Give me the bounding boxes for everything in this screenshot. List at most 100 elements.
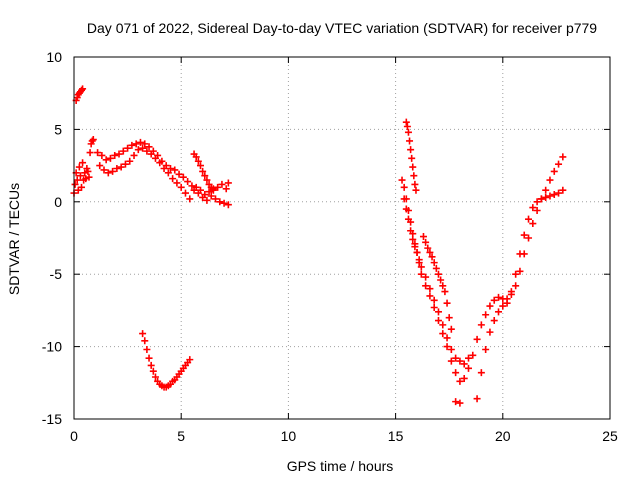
data-point [516,267,524,275]
data-point [422,273,430,281]
y-tick-label: -15 [42,411,62,427]
data-point [188,182,196,190]
x-tick-label: 25 [602,428,618,444]
data-point [542,193,550,201]
data-point [186,195,194,203]
data-point [194,189,202,197]
data-point [443,299,451,307]
y-tick-label: 5 [54,121,62,137]
data-point [434,317,442,325]
data-point [224,201,232,209]
x-tick-label: 0 [70,428,78,444]
data-point [550,191,558,199]
data-point [403,123,411,131]
data-point [407,218,415,226]
data-point [111,151,119,159]
data-point [402,195,410,203]
data-point [179,173,187,181]
data-point [203,176,211,184]
x-tick-label: 15 [388,428,404,444]
data-point [460,360,468,368]
data-point [175,170,183,178]
data-point [419,233,427,241]
data-point [190,186,198,194]
data-point [145,354,153,362]
data-point [139,144,147,152]
data-point [445,314,453,322]
data-point [452,398,460,406]
data-point [443,334,451,342]
x-tick-label: 5 [177,428,185,444]
x-axis-label: GPS time / hours [287,458,394,474]
data-point [104,169,112,177]
data-point [132,140,140,148]
data-point [166,164,174,172]
chart-title: Day 071 of 2022, Sidereal Day-to-day VTE… [87,20,597,36]
data-point [512,270,520,278]
data-point [181,189,189,197]
data-point [452,354,460,362]
series-spike-late [402,118,420,194]
data-point [439,282,447,290]
data-point [402,118,410,126]
data-point [516,250,524,258]
data-point [75,163,83,171]
y-tick-label: -10 [42,339,62,355]
data-point [102,156,110,164]
data-point [555,160,563,168]
data-point [529,220,537,228]
data-point [434,270,442,278]
data-point [398,176,406,184]
data-point [76,172,84,180]
data-point [486,302,494,310]
data-point [486,328,494,336]
data-point [473,335,481,343]
grid [74,57,610,419]
data-point [126,157,134,165]
data-point [156,159,164,167]
data-point [426,285,434,293]
series-cluster-early-b [72,85,87,104]
data-point [184,178,192,186]
data-point [136,138,144,146]
data-point [218,180,226,188]
data-point [177,183,185,191]
data-point [169,175,177,183]
data-point [546,176,554,184]
data-point [96,162,104,170]
data-point [546,192,554,200]
data-point [408,154,416,162]
data-point [212,195,220,203]
data-point [117,163,125,171]
data-point [412,186,420,194]
data-point [410,172,418,180]
data-point [460,374,468,382]
data-point [477,321,485,329]
data-point [533,206,541,214]
data-point [404,128,412,136]
data-point [106,154,114,162]
data-point [203,196,211,204]
data-point [79,159,87,167]
data-point [542,186,550,194]
data-point [520,231,528,239]
series-arc-early-upper [94,138,232,199]
data-point [94,149,102,157]
x-tick-label: 20 [495,428,511,444]
data-point [214,183,222,191]
data-point [207,192,215,200]
data-point [430,304,438,312]
data-point [426,292,434,300]
data-point [141,337,149,345]
data-point [437,276,445,284]
data-point [128,141,136,149]
data-point [119,147,127,155]
data-point [100,166,108,174]
series-side-cluster-late [419,233,464,407]
data-point [432,264,440,272]
data-point [149,367,157,375]
data-point [151,154,159,162]
series-arc-early-lower [96,144,232,209]
data-point [434,308,442,316]
